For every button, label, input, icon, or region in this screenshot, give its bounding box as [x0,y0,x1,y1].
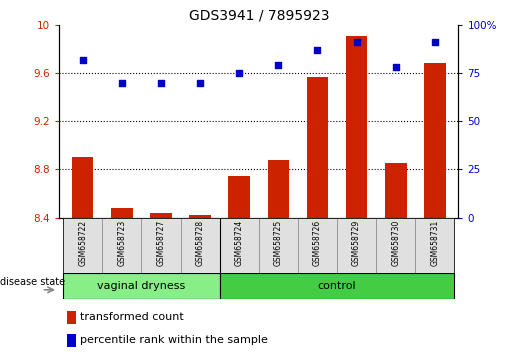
Point [431,39,439,45]
Bar [424,63,445,218]
FancyBboxPatch shape [63,273,220,299]
Text: percentile rank within the sample: percentile rank within the sample [80,335,268,346]
FancyBboxPatch shape [181,218,220,273]
Bar [346,36,367,218]
FancyBboxPatch shape [259,218,298,273]
Text: GSM658725: GSM658725 [274,220,283,266]
Bar [268,160,289,218]
Text: GSM658726: GSM658726 [313,220,322,266]
Bar [72,158,93,218]
Point [235,70,244,76]
Point [274,62,282,68]
Point [118,80,126,85]
FancyBboxPatch shape [337,218,376,273]
Text: disease state: disease state [0,277,65,287]
Bar [385,164,406,218]
Bar [67,311,76,324]
Point [391,64,400,70]
FancyBboxPatch shape [142,218,181,273]
Bar [190,215,211,218]
Bar [111,208,132,218]
Text: GSM658728: GSM658728 [196,220,204,266]
Text: vaginal dryness: vaginal dryness [97,281,185,291]
Text: GSM658723: GSM658723 [117,220,126,266]
Text: control: control [318,281,356,291]
Text: GSM658724: GSM658724 [235,220,244,266]
FancyBboxPatch shape [415,218,454,273]
Bar [229,176,250,218]
FancyBboxPatch shape [220,273,454,299]
Point [157,80,165,85]
Point [79,57,87,62]
Text: GSM658729: GSM658729 [352,220,361,266]
Point [352,39,360,45]
FancyBboxPatch shape [102,218,142,273]
Bar [67,334,76,347]
FancyBboxPatch shape [298,218,337,273]
Bar [307,76,328,218]
Text: transformed count: transformed count [80,312,184,322]
Title: GDS3941 / 7895923: GDS3941 / 7895923 [188,8,329,22]
FancyBboxPatch shape [63,218,102,273]
Text: GSM658730: GSM658730 [391,220,400,266]
Text: GSM658731: GSM658731 [431,220,439,266]
Text: GSM658727: GSM658727 [157,220,165,266]
Point [196,80,204,85]
FancyBboxPatch shape [220,218,259,273]
FancyBboxPatch shape [376,218,415,273]
Point [313,47,321,53]
Bar [150,213,171,218]
Text: GSM658722: GSM658722 [78,220,87,266]
